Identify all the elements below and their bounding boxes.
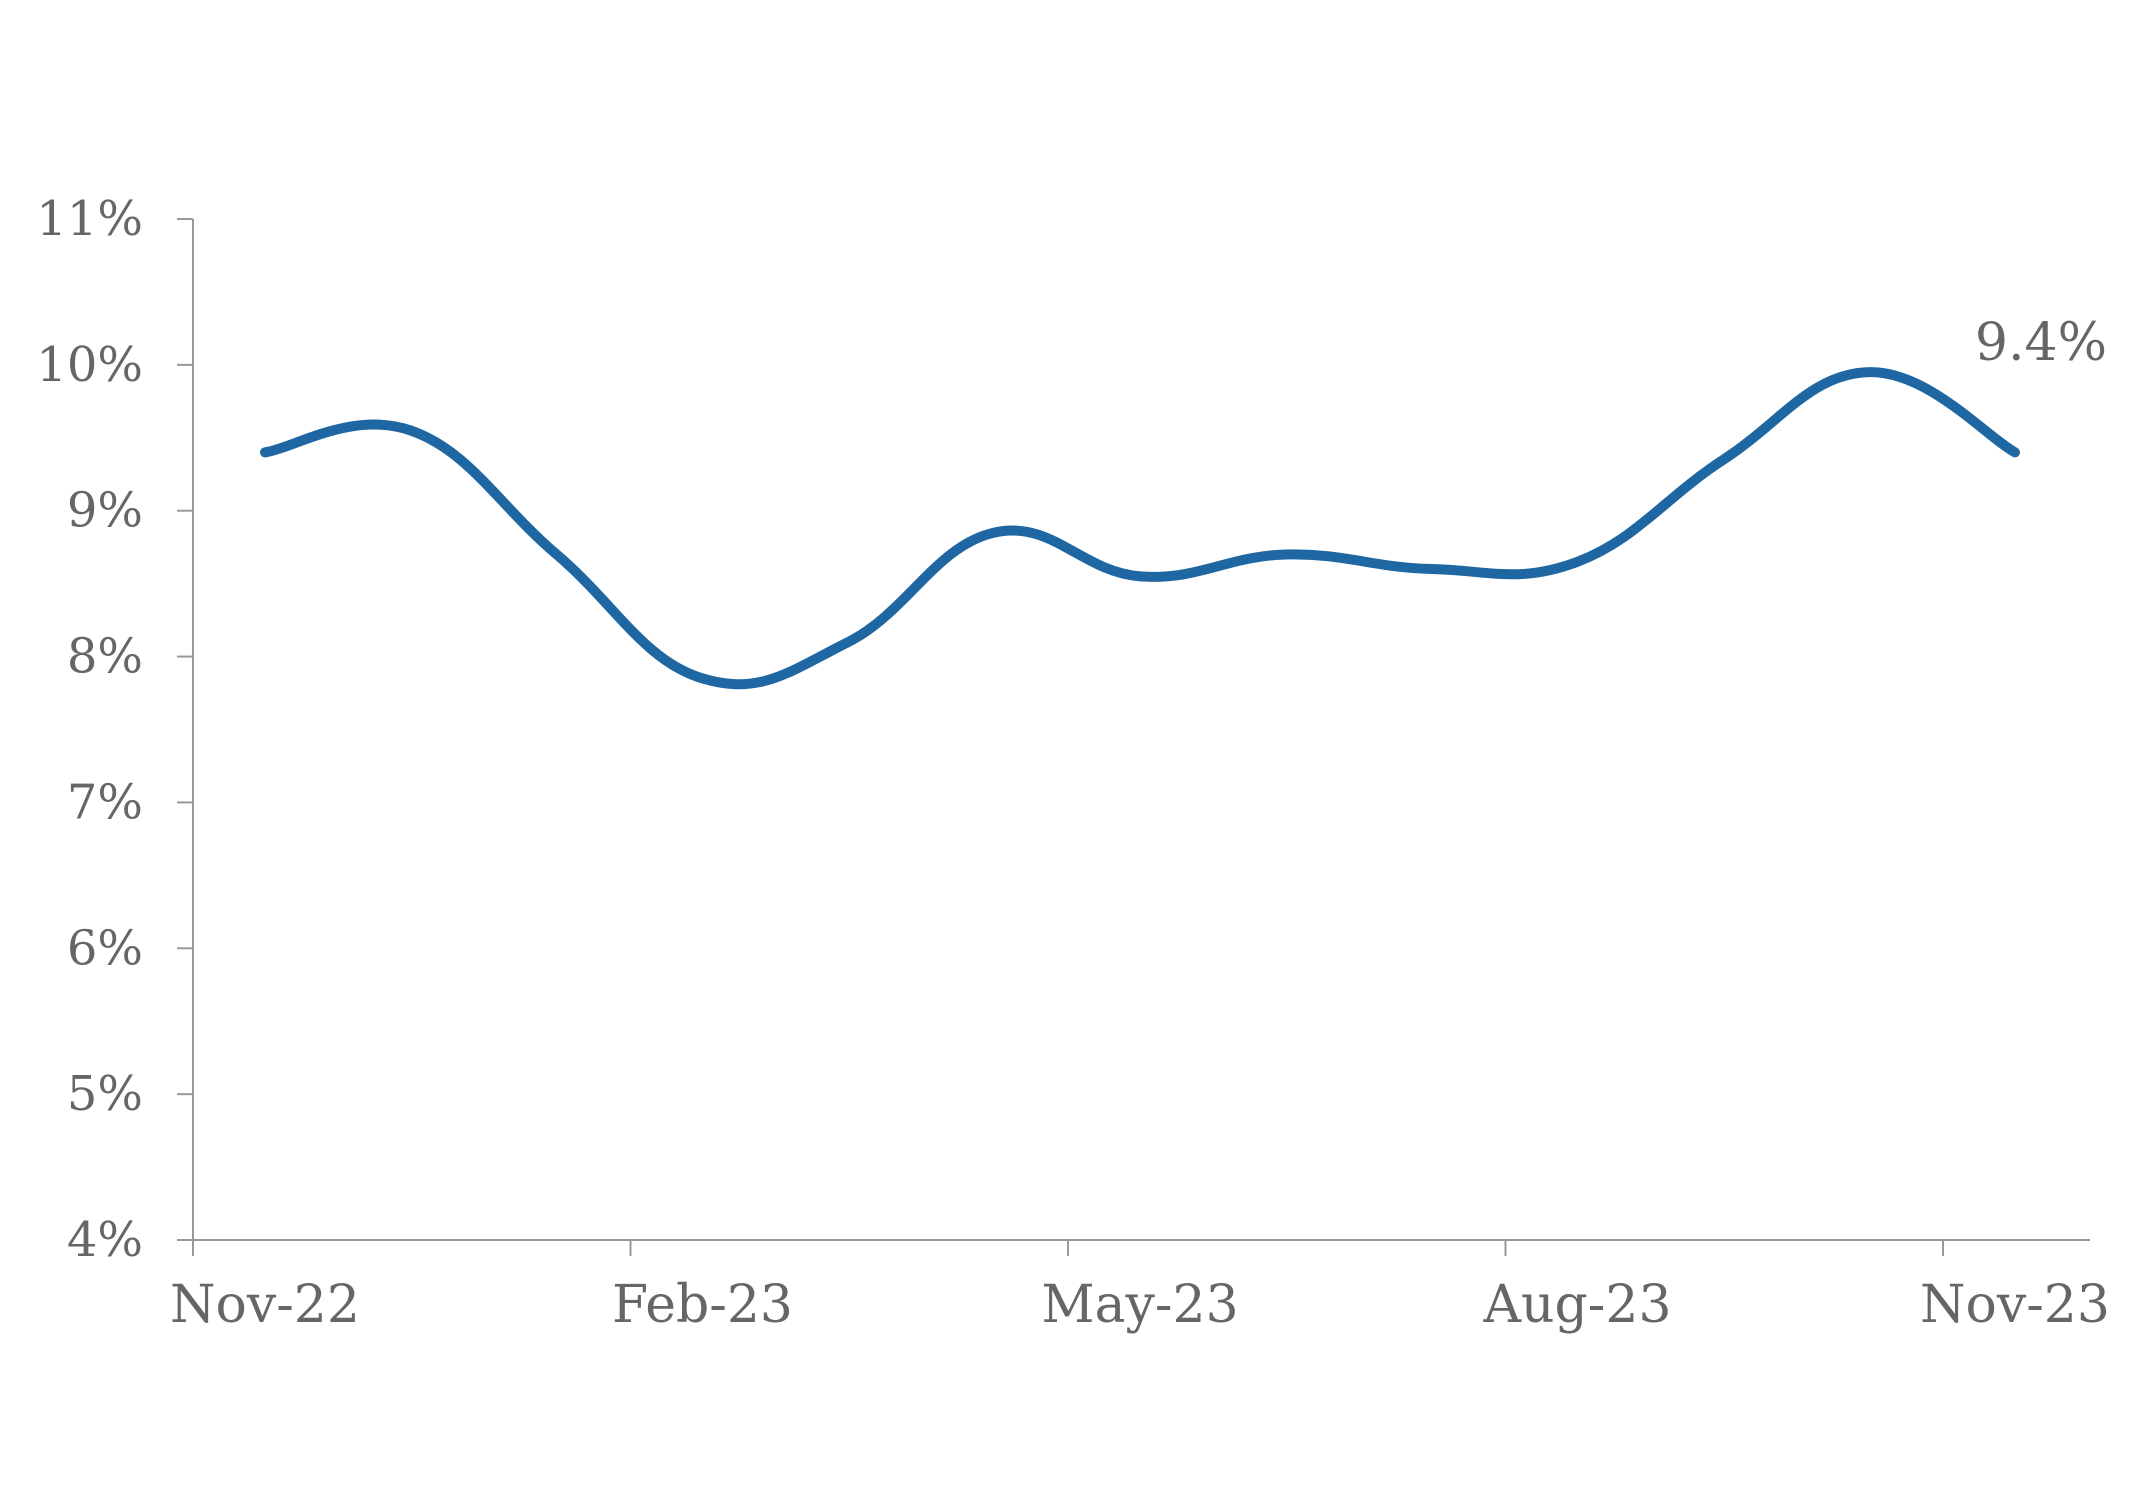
y-tick-label: 8% xyxy=(67,629,143,685)
x-tick-label: May-23 xyxy=(1041,1275,1238,1335)
y-tick-label: 7% xyxy=(67,774,143,830)
y-tick-label: 10% xyxy=(36,337,143,393)
labels-layer: 4% 5% 6% 7% 8% 9% 10% 11% Nov-22 Feb-23 May-23 Aug-… xyxy=(36,191,2110,1335)
axes xyxy=(177,218,2090,1256)
y-tick-label: 9% xyxy=(67,483,143,539)
y-tick-label: 6% xyxy=(67,920,143,976)
x-tick-label: Feb-23 xyxy=(612,1275,793,1335)
series-layer xyxy=(260,367,2020,690)
x-tick-label: Nov-22 xyxy=(170,1275,360,1335)
x-tick-label: Aug-23 xyxy=(1482,1275,1671,1335)
y-tick-label: 11% xyxy=(36,191,143,247)
series-line xyxy=(260,367,2020,690)
x-tick-label: Nov-23 xyxy=(1920,1275,2110,1335)
y-tick-label: 5% xyxy=(67,1066,143,1122)
end-value-label: 9.4% xyxy=(1975,313,2107,373)
y-tick-label: 4% xyxy=(67,1212,143,1268)
